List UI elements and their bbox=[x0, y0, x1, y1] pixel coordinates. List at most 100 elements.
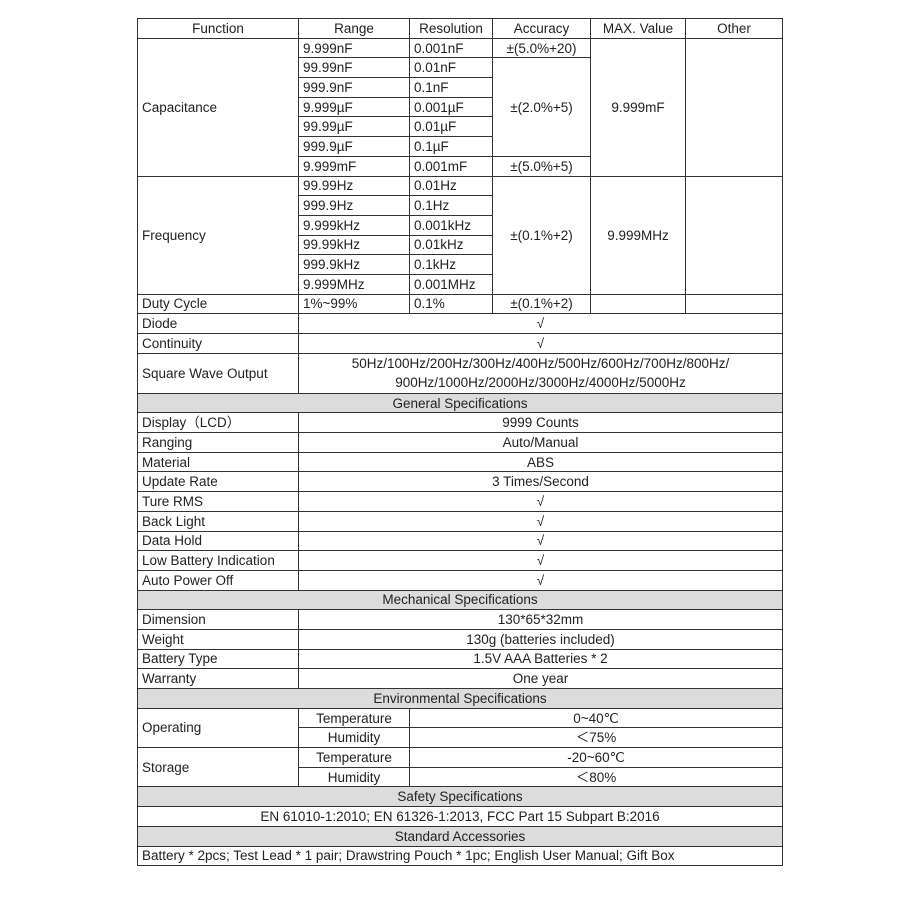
safety-row: EN 61010-1:2010; EN 61326-1:2013, FCC Pa… bbox=[137, 806, 783, 827]
accuracy-cell: ±(5.0%+5) bbox=[492, 155, 591, 177]
function-label: Capacitance bbox=[137, 37, 299, 177]
section-title: Safety Specifications bbox=[137, 786, 783, 808]
resolution-cell: 0.01Hz bbox=[409, 175, 493, 197]
column-header: Function bbox=[137, 18, 299, 39]
spec-value: 3 Times/Second bbox=[298, 471, 783, 493]
accessories-value: Battery * 2pcs; Test Lead * 1 pair; Draw… bbox=[137, 845, 783, 867]
spec-value: √ bbox=[298, 550, 783, 571]
spec-table: Function Range Resolution Accuracy MAX. Valu… bbox=[137, 18, 783, 867]
accuracy-cell: ±(0.1%+2) bbox=[492, 175, 591, 295]
parameter-value: ＜75% bbox=[409, 727, 783, 749]
range-cell: 9.999kHz bbox=[298, 214, 410, 236]
frequency-row: 999.9kHz 0.1kHz bbox=[138, 254, 783, 275]
parameter-label: Temperature bbox=[298, 707, 410, 729]
spec-label: Ture RMS bbox=[137, 491, 299, 512]
resolution-cell: 0.001mF bbox=[409, 155, 493, 177]
range-cell: 99.99kHz bbox=[298, 234, 410, 256]
frequency-row: 99.99kHz 0.01kHz bbox=[138, 234, 783, 256]
range-cell: 999.9Hz bbox=[298, 195, 410, 216]
duty-cycle-row: Duty Cycle 1%~99% 0.1% ±(0.1%+2) bbox=[137, 293, 783, 315]
general-specifications-header: General Specifications bbox=[137, 392, 783, 414]
accuracy-cell: ±(0.1%+2) bbox=[492, 293, 591, 315]
spec-value: One year bbox=[298, 668, 783, 689]
function-row: Continuity √ bbox=[137, 333, 783, 354]
spec-label: Update Rate bbox=[137, 471, 299, 493]
standard-accessories-header: Standard Accessories bbox=[137, 825, 783, 847]
range-cell: 99.99Hz bbox=[298, 175, 410, 197]
max-value-cell: 9.999MHz bbox=[590, 175, 686, 295]
range-cell: 9.999µF bbox=[298, 96, 410, 118]
mechanical-spec-row: Warranty One year bbox=[137, 668, 783, 689]
function-label: Diode bbox=[137, 313, 299, 334]
parameter-label: Temperature bbox=[298, 747, 410, 768]
range-cell: 999.9nF bbox=[298, 77, 410, 98]
column-header: Accuracy bbox=[492, 18, 591, 39]
accuracy-cell: ±(5.0%+20) bbox=[492, 37, 591, 59]
condition-label: Storage bbox=[137, 747, 299, 788]
spec-label: Material bbox=[137, 451, 299, 473]
spec-label: Warranty bbox=[137, 668, 299, 689]
range-cell: 99.99µF bbox=[298, 116, 410, 138]
square-wave-value: 50Hz/100Hz/200Hz/300Hz/400Hz/500Hz/600Hz… bbox=[298, 352, 783, 394]
resolution-cell: 0.01µF bbox=[409, 116, 493, 138]
function-label: Duty Cycle bbox=[137, 293, 299, 315]
spec-value: 130*65*32mm bbox=[298, 609, 783, 630]
frequency-row: Frequency 99.99Hz 0.01Hz ±(0.1%+2) 9.999MHz bbox=[137, 175, 783, 295]
function-label: Continuity bbox=[137, 333, 299, 354]
safety-specifications-header: Safety Specifications bbox=[137, 786, 783, 808]
resolution-cell: 0.1µF bbox=[409, 136, 493, 157]
resolution-cell: 0.01nF bbox=[409, 57, 493, 79]
spec-value: ABS bbox=[298, 451, 783, 473]
range-cell: 999.9kHz bbox=[298, 254, 410, 275]
function-label: Frequency bbox=[137, 175, 299, 295]
resolution-cell: 0.1Hz bbox=[409, 195, 493, 216]
square-wave-row: Square Wave Output 50Hz/100Hz/200Hz/300Hz… bbox=[137, 352, 783, 394]
function-row: Diode √ bbox=[137, 313, 783, 334]
general-spec-row: Low Battery Indication √ bbox=[137, 550, 783, 571]
range-cell: 9.999MHz bbox=[298, 273, 410, 295]
resolution-cell: 0.001µF bbox=[409, 96, 493, 118]
resolution-cell: 0.1% bbox=[409, 293, 493, 315]
parameter-label: Humidity bbox=[298, 766, 410, 788]
general-spec-row: Ranging Auto/Manual bbox=[137, 432, 783, 453]
general-spec-row: Display（LCD） 9999 Counts bbox=[137, 412, 783, 434]
spec-label: Back Light bbox=[137, 510, 299, 532]
accessories-row: Battery * 2pcs; Test Lead * 1 pair; Draw… bbox=[137, 845, 783, 867]
mechanical-specifications-header: Mechanical Specifications bbox=[137, 589, 783, 611]
spec-value: √ bbox=[298, 569, 783, 591]
environmental-specifications-header: Environmental Specifications bbox=[137, 688, 783, 709]
parameter-value: -20~60℃ bbox=[409, 747, 783, 768]
spec-value: 1.5V AAA Batteries * 2 bbox=[298, 648, 783, 670]
capacitance-row: 99.99µF 0.01µF bbox=[138, 116, 783, 138]
other-cell bbox=[685, 175, 783, 295]
spec-value: Auto/Manual bbox=[298, 432, 783, 453]
parameter-value: 0~40℃ bbox=[409, 707, 783, 729]
general-spec-row: Data Hold √ bbox=[137, 530, 783, 552]
frequency-row: 999.9Hz 0.1Hz bbox=[138, 195, 783, 216]
header-row: Function Range Resolution Accuracy MAX. Valu… bbox=[137, 18, 783, 39]
general-spec-row: Material ABS bbox=[137, 451, 783, 473]
column-header: Other bbox=[685, 18, 783, 39]
section-title: Standard Accessories bbox=[137, 825, 783, 847]
general-spec-row: Update Rate 3 Times/Second bbox=[137, 471, 783, 493]
spec-label: Weight bbox=[137, 628, 299, 650]
resolution-cell: 0.001MHz bbox=[409, 273, 493, 295]
capacitance-row: 9.999mF 0.001mF ±(5.0%+5) bbox=[138, 155, 783, 177]
section-title: Environmental Specifications bbox=[137, 688, 783, 709]
spec-label: Display（LCD） bbox=[137, 412, 299, 434]
spec-label: Low Battery Indication bbox=[137, 550, 299, 571]
resolution-cell: 0.1nF bbox=[409, 77, 493, 98]
resolution-cell: 0.001nF bbox=[409, 37, 493, 59]
capacitance-row: 999.9nF 0.1nF bbox=[138, 77, 783, 98]
spec-value: 9999 Counts bbox=[298, 412, 783, 434]
check-value: √ bbox=[298, 313, 783, 334]
spec-value: √ bbox=[298, 491, 783, 512]
range-cell: 1%~99% bbox=[298, 293, 410, 315]
mechanical-spec-row: Battery Type 1.5V AAA Batteries * 2 bbox=[137, 648, 783, 670]
environmental-row: Operating Temperature 0~40℃ bbox=[137, 707, 783, 749]
spec-value: √ bbox=[298, 510, 783, 532]
other-cell bbox=[685, 37, 783, 177]
section-title: General Specifications bbox=[137, 392, 783, 414]
spec-label: Auto Power Off bbox=[137, 569, 299, 591]
mechanical-spec-row: Dimension 130*65*32mm bbox=[137, 609, 783, 630]
